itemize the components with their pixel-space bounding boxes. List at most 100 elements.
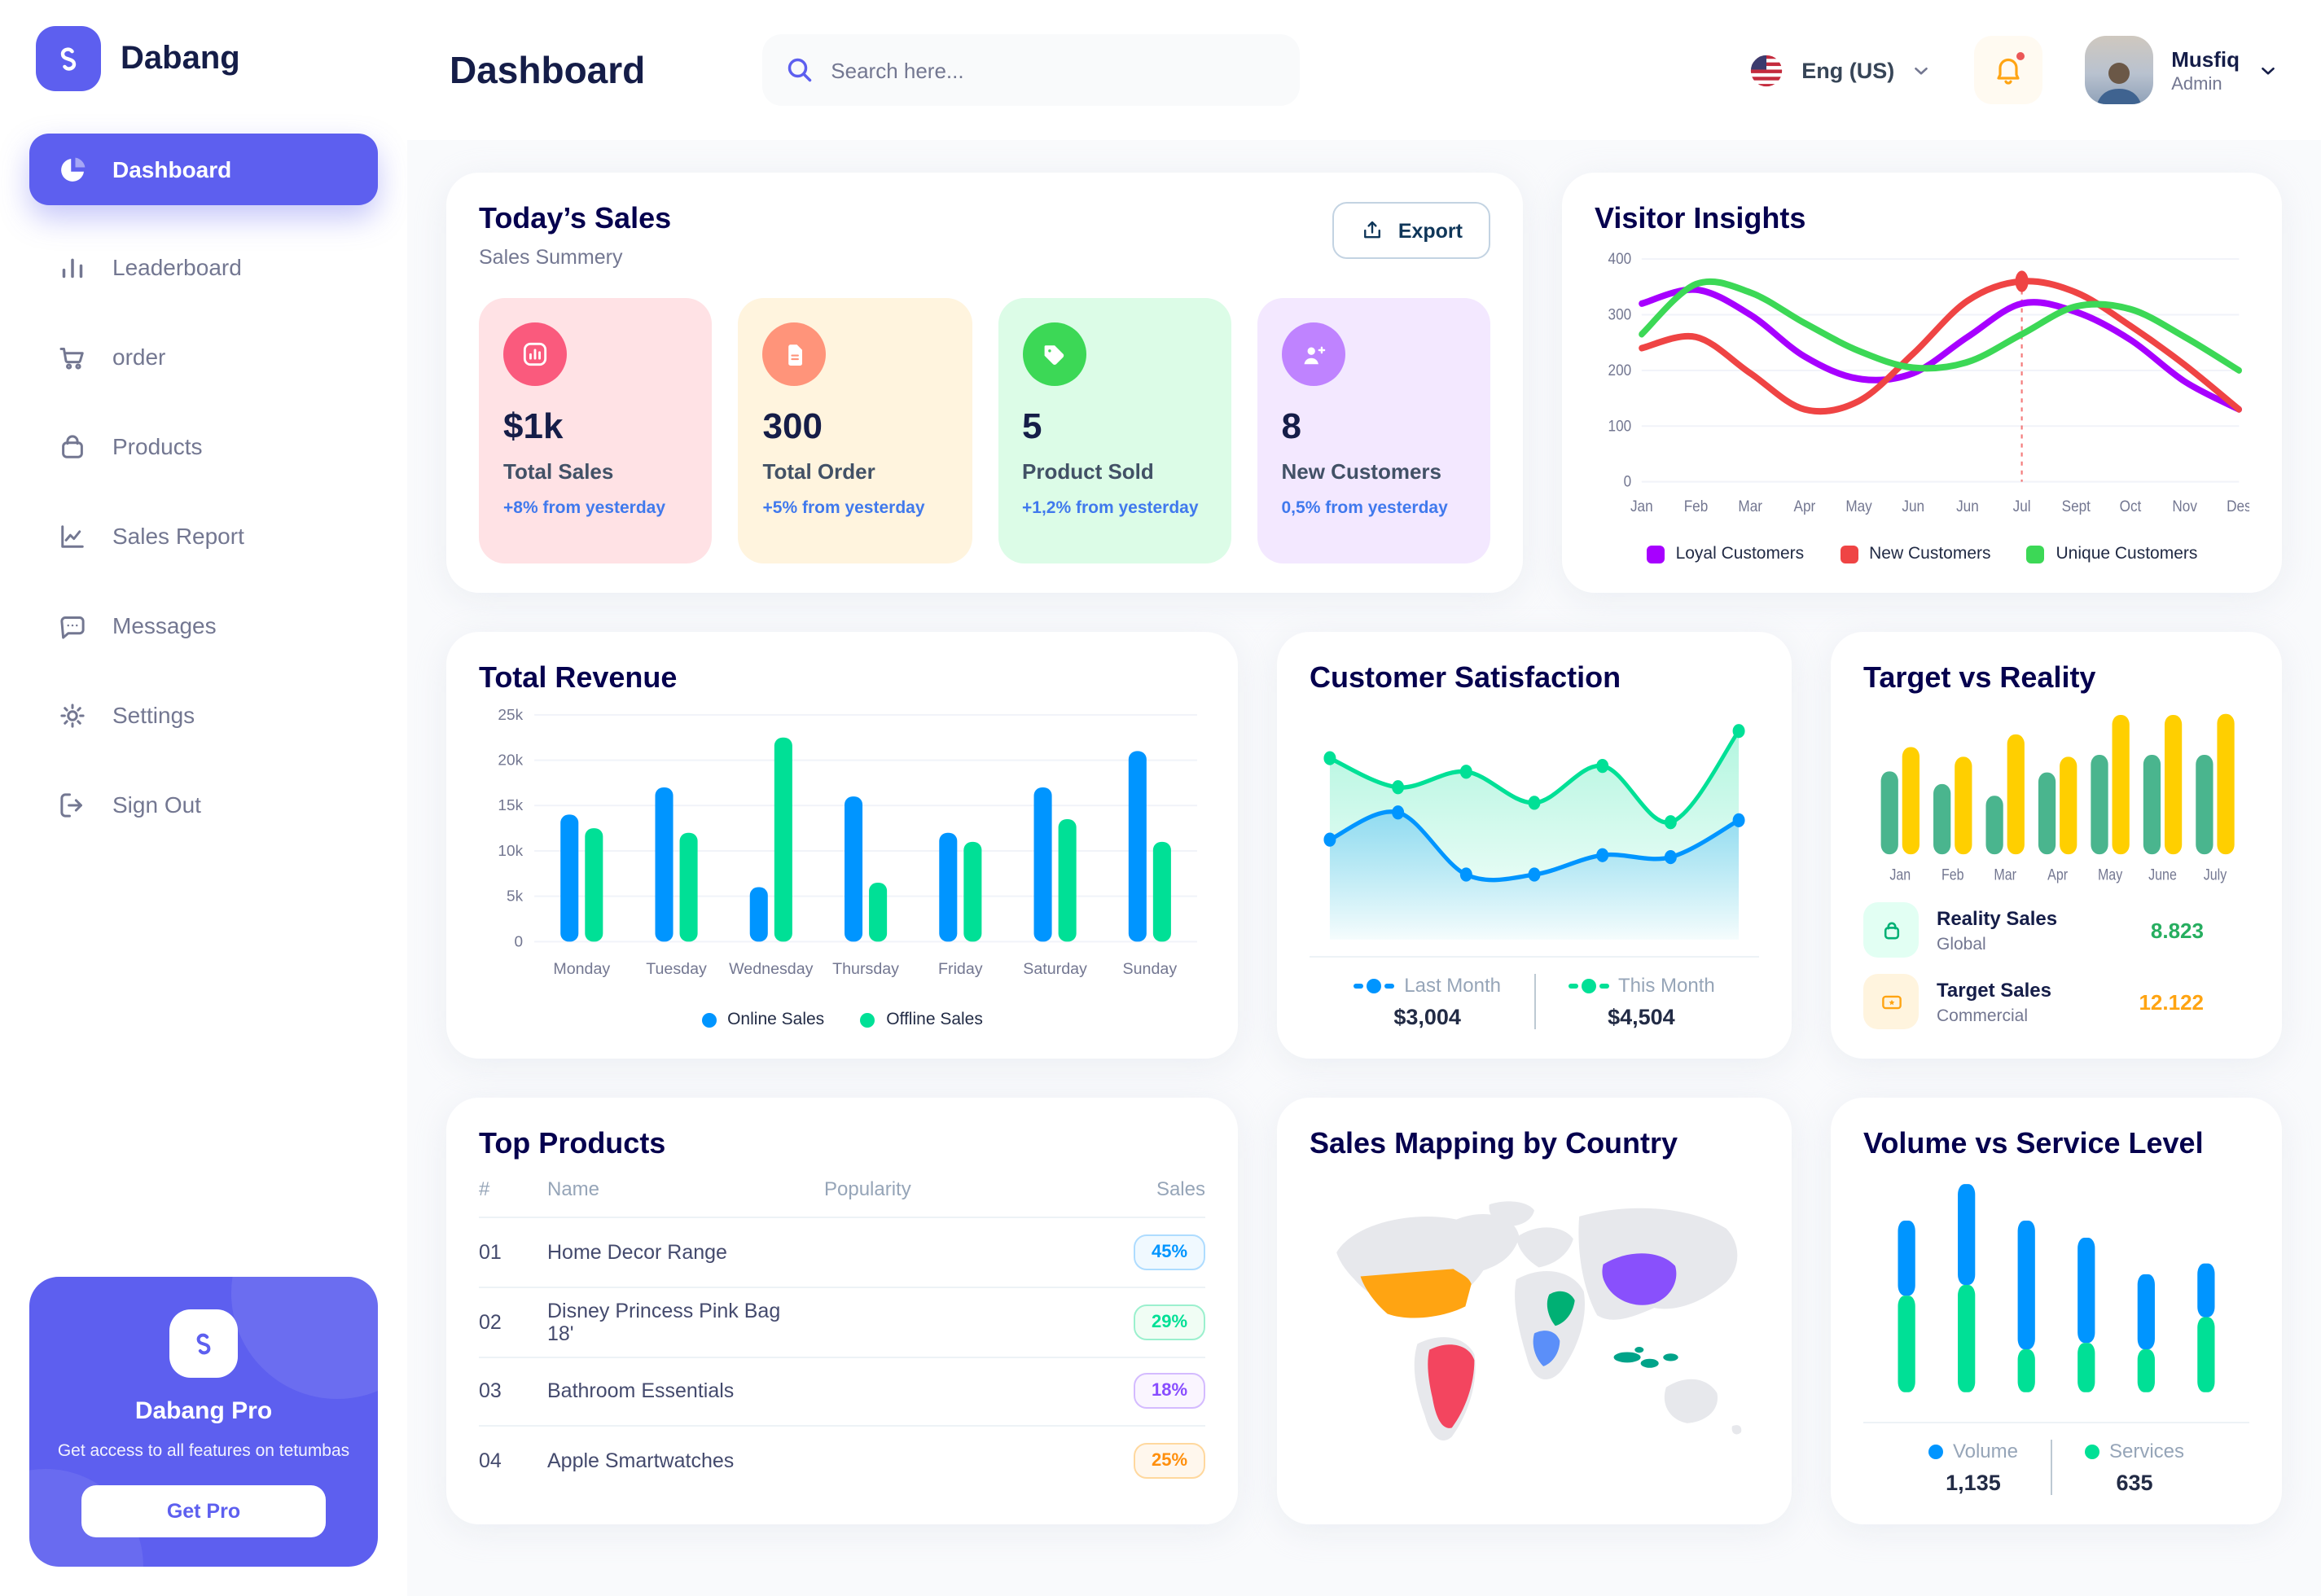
cart-icon [59, 347, 84, 369]
svg-text:Feb: Feb [1684, 498, 1709, 515]
sidebar-item-label: Products [112, 433, 203, 459]
export-button[interactable]: Export [1332, 202, 1490, 259]
svg-text:0: 0 [515, 933, 524, 950]
svg-text:100: 100 [1608, 417, 1632, 434]
sidebar-item-dashboard[interactable]: Dashboard [29, 134, 378, 205]
world-map [1336, 1201, 1742, 1440]
pro-title: Dabang Pro [134, 1396, 273, 1425]
notifications-button[interactable] [1974, 36, 2043, 104]
legend-swatch [1928, 1444, 1943, 1458]
legend-value: $4,504 [1608, 1005, 1675, 1029]
page-title: Dashboard [450, 48, 646, 90]
stat-value: $1k [503, 406, 564, 446]
sidebar-item-label: order [112, 344, 166, 370]
legend-item: Target Sales Commercial 12.122 [1863, 974, 2249, 1029]
svg-text:Mar: Mar [1994, 866, 2016, 884]
stat-label: Product Sold [1022, 459, 1154, 484]
language-selector[interactable]: Eng (US) [1748, 51, 1932, 89]
brand: Dabang [29, 26, 378, 91]
pro-logo-icon [169, 1309, 238, 1378]
today-sales-heading: Today’s Sales Sales Summery [479, 202, 671, 269]
stat-label: New Customers [1281, 459, 1442, 484]
total-revenue-chart: 0 5k 10k 15k 20k 25k Monday Tuesday Wednesday Thu… [498, 707, 1197, 978]
get-pro-button[interactable]: Get Pro [81, 1485, 326, 1537]
today-sales-card: Today’s Sales Sales Summery Export [446, 173, 1523, 593]
legend-texts: Target Sales Commercial [1937, 978, 2051, 1025]
svg-text:200: 200 [1608, 362, 1632, 379]
volume-vs-service-chart [1898, 1184, 2215, 1392]
table-row[interactable]: 01 Home Decor Range 45% [479, 1218, 1205, 1288]
sidebar-item-sign-out[interactable]: Sign Out [29, 769, 378, 840]
svg-text:Apr: Apr [1794, 498, 1816, 515]
user-role: Admin [2171, 74, 2222, 94]
legend-swatch [2085, 1444, 2099, 1458]
svg-text:Nov: Nov [2172, 498, 2197, 515]
svg-text:Jan: Jan [1889, 866, 1911, 884]
country-dr-congo[interactable] [1533, 1331, 1560, 1366]
country-brazil[interactable] [1428, 1344, 1475, 1428]
pro-upgrade-card: Dabang Pro Get access to all features on… [29, 1276, 378, 1567]
stat-delta: +5% from yesterday [762, 498, 925, 518]
legend-swatch [1646, 545, 1665, 563]
sidebar: Dabang Dashboard Leaderboard order Produ… [0, 0, 407, 1596]
sales-badge: 25% [1134, 1443, 1205, 1480]
target-vs-reality-card: Target vs Reality Jan Feb Mar Apr May June Jul… [1831, 632, 2282, 1059]
legend-value: 1,135 [1946, 1471, 2001, 1495]
legend-item: New Customers [1840, 544, 1991, 563]
svg-text:Friday: Friday [938, 960, 983, 978]
sidebar-item-settings[interactable]: Settings [29, 679, 378, 751]
svg-text:June: June [2148, 866, 2177, 884]
main-area: Dashboard Eng (U [407, 0, 2321, 1596]
svg-text:0: 0 [1624, 473, 1632, 490]
target-vs-reality-legend: Reality Sales Global 8.823 Target Sales [1863, 902, 2249, 1029]
svg-text:Saturday: Saturday [1023, 960, 1087, 978]
svg-text:Apr: Apr [2047, 866, 2068, 884]
sidebar-item-order[interactable]: order [29, 321, 378, 392]
stat-label: Total Order [762, 459, 875, 484]
sidebar-item-products[interactable]: Products [29, 410, 378, 482]
legend-swatch [2026, 545, 2045, 563]
sidebar-item-sales-report[interactable]: Sales Report [29, 500, 378, 572]
table-row[interactable]: 02 Disney Princess Pink Bag 18' 29% [479, 1288, 1205, 1357]
svg-text:15k: 15k [498, 797, 523, 814]
card-title: Volume vs Service Level [1863, 1127, 2204, 1160]
svg-text:Jun: Jun [1956, 498, 1979, 515]
total-revenue-card: Total Revenue 0 5k 10k 15k 20k 25k Monday Tuesd… [446, 632, 1238, 1059]
stat-card-total-order: 300 Total Order +5% from yesterday [738, 298, 972, 563]
svg-text:Jan: Jan [1630, 498, 1653, 515]
table-header: # Name Popularity Sales [479, 1177, 1205, 1218]
table-row[interactable]: 04 Apple Smartwatches 25% [479, 1427, 1205, 1496]
country-indonesia[interactable] [1613, 1347, 1678, 1368]
table-row[interactable]: 03 Bathroom Essentials 18% [479, 1357, 1205, 1427]
legend-item: Unique Customers [2026, 544, 2197, 563]
card-title: Sales Mapping by Country [1310, 1127, 1678, 1160]
svg-text:Jul: Jul [2013, 498, 2031, 515]
svg-text:400: 400 [1608, 250, 1632, 267]
sidebar-item-leaderboard[interactable]: Leaderboard [29, 231, 378, 303]
search-input[interactable] [762, 34, 1301, 106]
brand-logo-icon [36, 26, 101, 91]
svg-text:Oct: Oct [2120, 498, 2142, 515]
card-subtitle: Sales Summery [479, 246, 623, 269]
notification-badge [2015, 50, 2027, 62]
sign-out-icon [60, 792, 82, 817]
legend-value: $3,004 [1393, 1005, 1461, 1029]
stat-delta: 0,5% from yesterday [1281, 498, 1448, 518]
card-title: Visitor Insights [1595, 202, 1806, 235]
user-menu[interactable]: Musfiq Admin [2085, 36, 2279, 104]
svg-text:Wednesday: Wednesday [729, 960, 814, 978]
legend-item: Services 635 [2051, 1440, 2217, 1495]
sidebar-item-messages[interactable]: Messages [29, 590, 378, 661]
top-products-table: # Name Popularity Sales 01 Home Decor Ra… [479, 1177, 1205, 1495]
total-revenue-legend: Online Sales Offline Sales [479, 1000, 1205, 1029]
legend-item: Loyal Customers [1646, 544, 1804, 563]
country-saudi-arabia[interactable] [1547, 1291, 1575, 1326]
sidebar-item-label: Sign Out [112, 791, 201, 818]
country-china[interactable] [1602, 1253, 1677, 1305]
svg-text:Monday: Monday [553, 960, 610, 978]
sidebar-nav: Dashboard Leaderboard order Products Sal… [29, 134, 378, 858]
chat-icon [60, 616, 85, 638]
country-united-states[interactable] [1360, 1269, 1472, 1318]
legend-item: Last Month $3,004 [1321, 974, 1533, 1029]
file-icon [762, 322, 827, 386]
